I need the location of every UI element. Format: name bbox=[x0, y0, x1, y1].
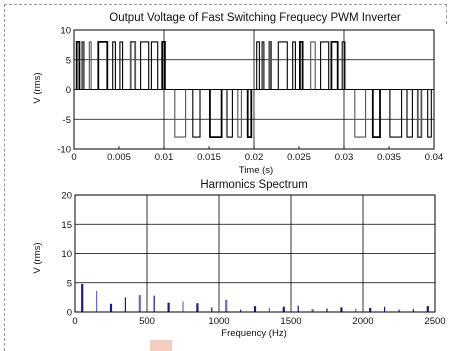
chart1-pulse bbox=[371, 89, 381, 138]
chart2-bar bbox=[167, 302, 170, 312]
chart1-pulse bbox=[226, 89, 233, 138]
chart1-xtick-label: 0 bbox=[71, 152, 76, 163]
chart1-pulse bbox=[150, 41, 159, 90]
chart1-pulse bbox=[119, 41, 124, 90]
chart2-xtick-label: 2000 bbox=[352, 316, 373, 327]
chart2-bar bbox=[138, 295, 141, 312]
chart1-ylabel: V (rms) bbox=[32, 72, 43, 103]
chart2-bar bbox=[282, 306, 285, 312]
chart1-pulse bbox=[354, 89, 367, 138]
chart2-bar bbox=[225, 299, 228, 312]
chart1-pulse bbox=[81, 41, 85, 90]
dashed-frame-left bbox=[4, 4, 5, 351]
chart2-title: Harmonics Spectrum bbox=[200, 179, 307, 191]
chart2-bar bbox=[240, 309, 242, 312]
chart1-pulse bbox=[299, 41, 304, 90]
chart2-bar bbox=[81, 283, 84, 312]
chart1-xtick-label: 0.02 bbox=[245, 152, 264, 163]
chart1-pulse bbox=[341, 41, 346, 90]
chart2-xtick-label: 0 bbox=[72, 316, 77, 327]
chart1-xtick-label: 0.04 bbox=[425, 152, 444, 163]
chart1-pulse bbox=[427, 89, 432, 138]
chart1-xtick-label: 0.03 bbox=[335, 152, 354, 163]
chart2-bar bbox=[253, 306, 257, 312]
chart2-xlabel: Frequency (Hz) bbox=[221, 328, 286, 339]
chart2-bar bbox=[355, 308, 357, 312]
chart1-xtick-label: 0.005 bbox=[107, 152, 131, 163]
chart1-pulse bbox=[112, 41, 116, 90]
chart2-bar bbox=[326, 308, 328, 312]
chart1-xtick-label: 0.01 bbox=[155, 152, 174, 163]
chart2-ytick-label: 10 bbox=[61, 249, 72, 260]
chart2-xtick-label: 2500 bbox=[424, 316, 445, 327]
chart1-pulse bbox=[192, 89, 201, 138]
chart1-ytick-label: 10 bbox=[60, 26, 71, 37]
chart1-ytick-label: -5 bbox=[63, 115, 71, 126]
chart2-ytick-label: 15 bbox=[61, 220, 72, 231]
chart1-pulse bbox=[277, 41, 288, 90]
chart1-pulse bbox=[209, 89, 223, 138]
chart2-bar bbox=[297, 305, 299, 312]
chart1-pulse bbox=[88, 41, 92, 90]
scrollbar-thumb[interactable] bbox=[150, 340, 172, 351]
chart1-pulse bbox=[416, 89, 423, 138]
chart1-pulse bbox=[406, 89, 413, 138]
chart1-pulse bbox=[129, 41, 137, 90]
chart2-bar bbox=[96, 290, 98, 312]
chart1-xtick-label: 0.035 bbox=[377, 152, 401, 163]
chart1-pulse bbox=[75, 41, 81, 90]
chart1-title: Output Voltage of Fast Switching Frequec… bbox=[109, 12, 401, 24]
chart1-pulse bbox=[256, 41, 260, 90]
chart2-bar bbox=[340, 307, 343, 312]
chart1-ytick-label: 5 bbox=[66, 55, 71, 66]
chart1-xlabel: Time (s) bbox=[239, 165, 273, 176]
chart2-bar bbox=[311, 309, 314, 312]
chart2-bar bbox=[124, 297, 126, 312]
chart2-frame bbox=[74, 194, 436, 313]
chart2-bar bbox=[412, 309, 414, 312]
chart2-bar bbox=[426, 306, 429, 312]
dashed-frame-right bbox=[446, 4, 447, 24]
chart2-bar bbox=[109, 303, 113, 312]
chart2-ylabel: V (rms) bbox=[32, 242, 43, 273]
chart1-pulse bbox=[161, 41, 166, 90]
chart1-pulse bbox=[268, 41, 272, 90]
chart1-ytick-label: -10 bbox=[57, 145, 71, 156]
chart2-bar bbox=[196, 303, 199, 312]
chart1-ytick-label: 0 bbox=[66, 85, 71, 96]
chart2-xtick-label: 1500 bbox=[280, 316, 301, 327]
chart1-pulse bbox=[140, 41, 150, 90]
dashed-frame-top bbox=[4, 4, 447, 5]
chart2-bar bbox=[153, 295, 155, 312]
chart1-pulse bbox=[292, 41, 296, 90]
chart2-bar bbox=[369, 307, 372, 312]
chart2-ytick-label: 5 bbox=[67, 278, 72, 289]
chart2-xtick-label: 1000 bbox=[208, 316, 229, 327]
chart1-pulse bbox=[261, 41, 265, 90]
chart1-pulse bbox=[174, 89, 187, 138]
chart1-pulse bbox=[97, 41, 109, 90]
chart1-pulse bbox=[320, 41, 330, 90]
chart2-bar bbox=[397, 309, 401, 312]
chart2-bar bbox=[182, 301, 184, 312]
chart1-pulse bbox=[310, 41, 316, 90]
chart2-ytick-label: 20 bbox=[61, 191, 72, 202]
chart1-xtick-label: 0.015 bbox=[197, 152, 221, 163]
chart2-bar bbox=[268, 307, 270, 312]
chart1-pulse bbox=[330, 41, 339, 90]
chart1-pulse bbox=[389, 89, 403, 138]
chart2-ytick-label: 0 bbox=[67, 308, 72, 319]
chart1-pulse bbox=[246, 89, 253, 138]
chart2-xtick-label: 500 bbox=[139, 316, 155, 327]
chart1-xtick-label: 0.025 bbox=[287, 152, 311, 163]
chart1-pulse bbox=[237, 89, 242, 138]
chart2-bar bbox=[211, 307, 213, 312]
chart2-bar bbox=[384, 306, 386, 312]
